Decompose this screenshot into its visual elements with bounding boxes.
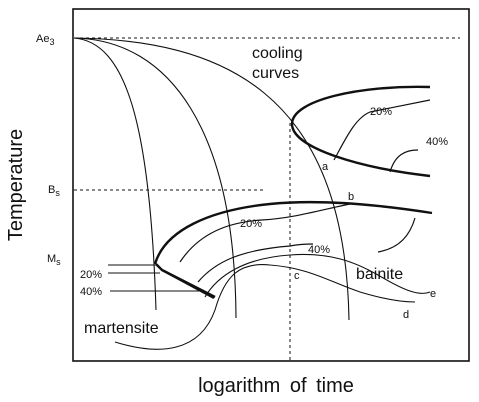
upper-20-curve xyxy=(333,99,431,161)
ae3-label: Ae3 xyxy=(36,33,54,47)
y-axis-label: Temperature xyxy=(5,129,27,241)
cooling-curve-fastest xyxy=(73,37,157,311)
point-e-label: e xyxy=(430,288,436,300)
curve-e xyxy=(204,253,431,298)
cooling-label-line2: curves xyxy=(252,65,299,82)
lower-c-curve xyxy=(153,200,433,265)
point-a-label: a xyxy=(322,161,329,173)
point-d-label: d xyxy=(403,309,409,321)
point-c-label: c xyxy=(294,270,300,282)
lower-20-curve xyxy=(179,203,351,263)
lower-40-curve xyxy=(197,243,314,283)
mart-20-label: 20% xyxy=(80,269,102,281)
upper-c-curve xyxy=(290,85,431,178)
upper-20-label: 20% xyxy=(370,106,392,118)
cooling-curve-slow xyxy=(73,37,350,321)
lower-finish-curve xyxy=(377,217,416,253)
plot-frame xyxy=(72,8,470,362)
x-axis-label: logarithm of time xyxy=(198,375,354,397)
bainite-label: bainite xyxy=(356,266,403,283)
upper-40-label: 40% xyxy=(426,136,448,148)
bs-label: Bs xyxy=(48,184,60,198)
lower-20-label: 20% xyxy=(240,218,262,230)
martensite-label: martensite xyxy=(84,320,159,337)
cooling-label-line1: cooling xyxy=(252,45,303,62)
curve-cd xyxy=(114,264,416,350)
mart-40-label: 40% xyxy=(80,286,102,298)
martensite-boundary xyxy=(155,263,216,299)
point-b-label: b xyxy=(348,191,354,203)
martensite-diagonal xyxy=(161,268,215,300)
ms-label: Ms xyxy=(47,253,61,267)
lower-40-label: 40% xyxy=(308,244,330,256)
upper-40-curve xyxy=(389,149,419,173)
cooling-curve-fast xyxy=(73,37,237,319)
